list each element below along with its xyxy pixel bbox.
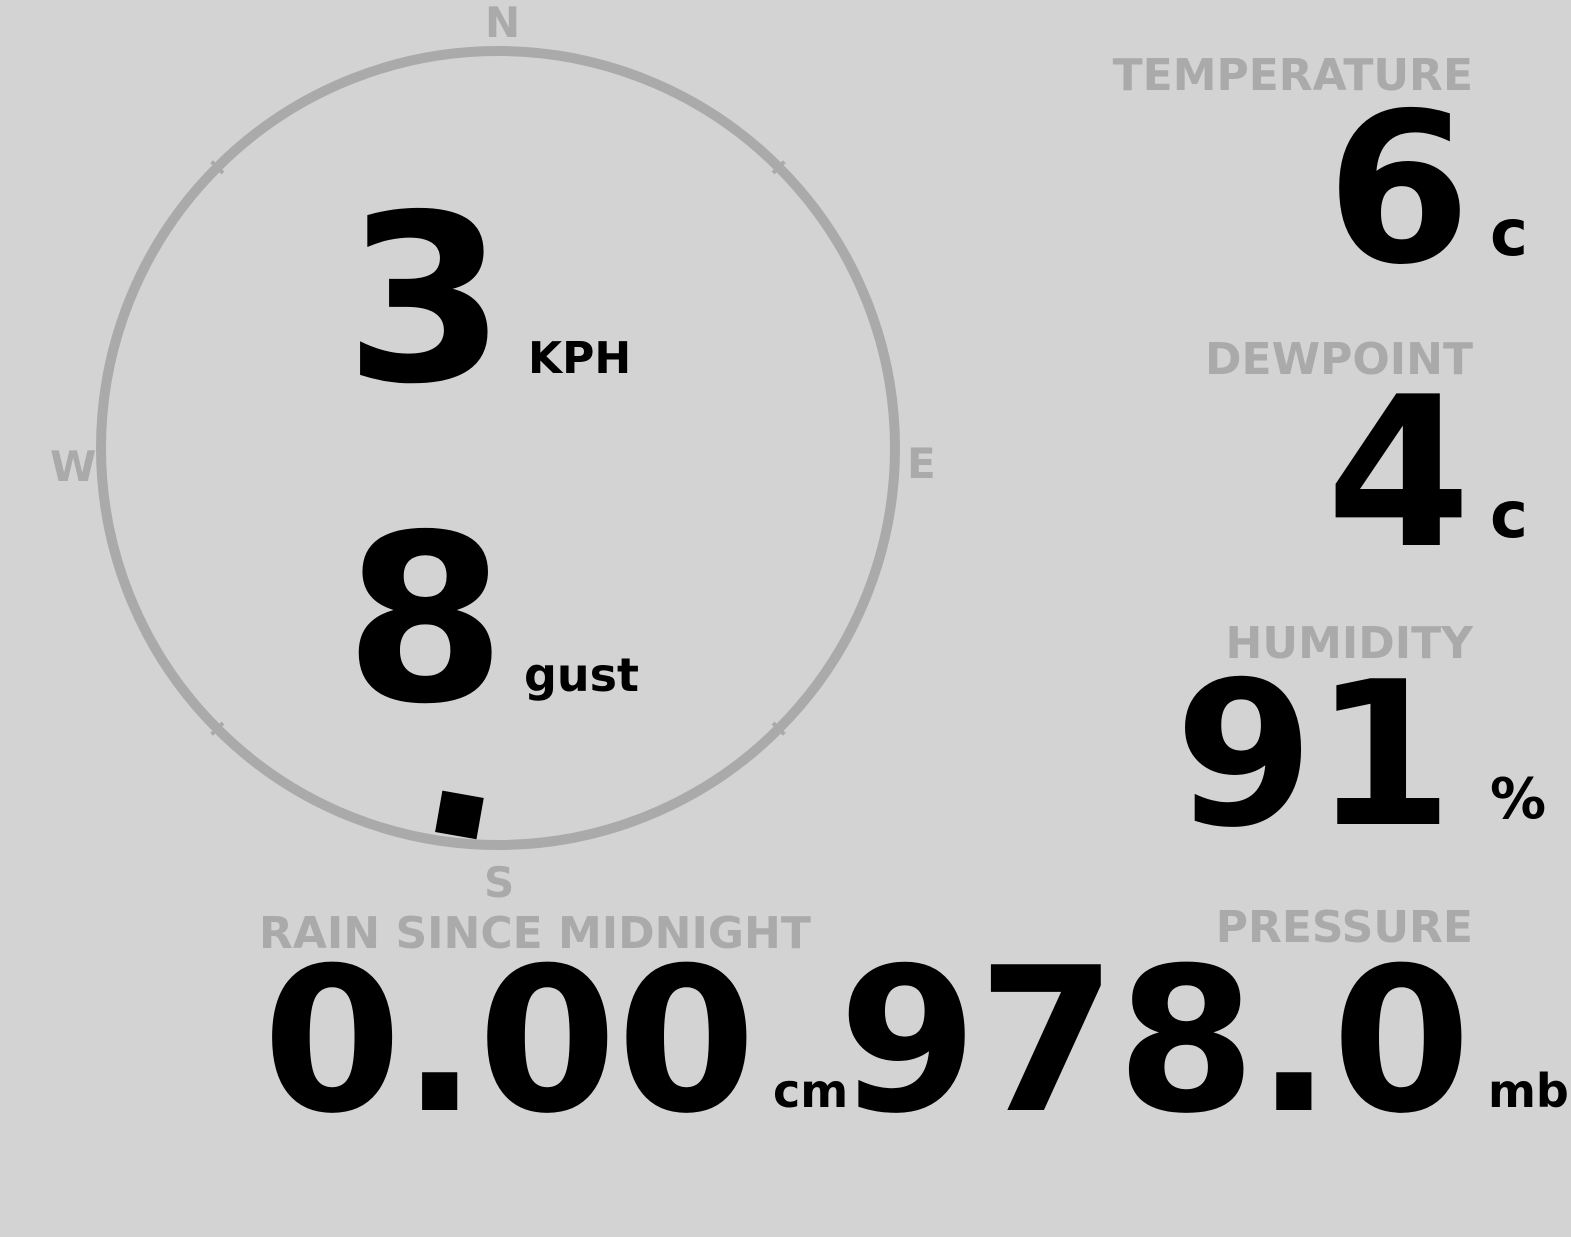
dewpoint-value: 4 (1326, 353, 1471, 595)
wind-gust-unit: gust (524, 648, 640, 702)
compass-south-label: S (484, 858, 515, 907)
wind-direction-marker (435, 790, 484, 840)
rain-value: 0.00 (262, 925, 756, 1158)
compass-tick (210, 160, 225, 175)
wind-speed-unit: KPH (528, 333, 632, 384)
rain-label: RAIN SINCE MIDNIGHT (259, 908, 811, 959)
wind-speed-value: 3 (344, 165, 506, 435)
pressure-unit: mb (1488, 1064, 1569, 1118)
dewpoint-unit: c (1490, 479, 1528, 553)
compass-east-label: E (907, 439, 936, 488)
compass-ring (96, 46, 900, 850)
humidity-unit: % (1490, 767, 1547, 832)
compass-tick (771, 721, 786, 736)
pressure-label: PRESSURE (1215, 902, 1473, 953)
humidity-label: HUMIDITY (1225, 618, 1473, 669)
pressure-value: 978.0 (838, 925, 1471, 1158)
compass-tick (771, 160, 786, 175)
compass-north-label: N (485, 0, 521, 47)
wind-gust-value: 8 (344, 485, 506, 755)
compass-tick (210, 721, 225, 736)
compass-west-label: W (50, 442, 97, 491)
rain-unit: cm (773, 1064, 849, 1118)
temperature-unit: c (1490, 197, 1528, 271)
temperature-label: TEMPERATURE (1112, 50, 1473, 101)
dewpoint-label: DEWPOINT (1205, 334, 1473, 385)
humidity-value: 91 (1174, 639, 1453, 872)
temperature-value: 6 (1326, 69, 1471, 311)
